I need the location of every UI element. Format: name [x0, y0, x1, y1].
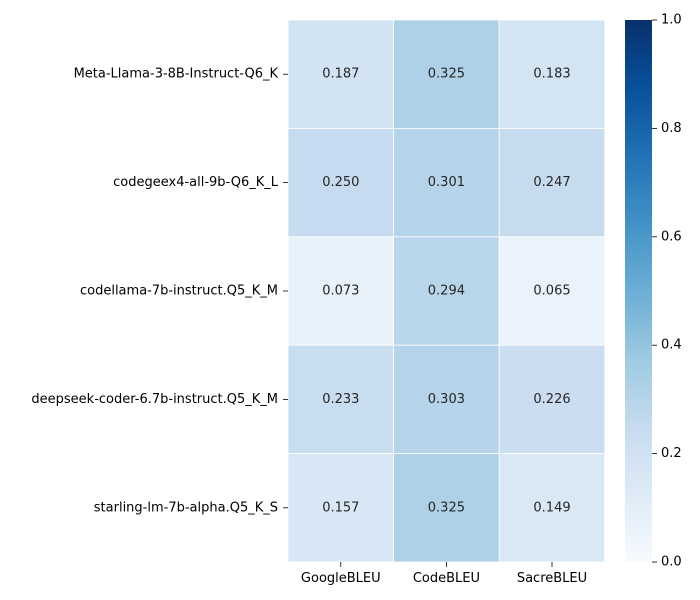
- heatmap-cell: [393, 19, 500, 129]
- heatmap-cell: [287, 19, 394, 129]
- cell-value-label: 0.065: [533, 284, 570, 299]
- y-tick-label: codegeex4-all-9b-Q6_K_L: [113, 175, 279, 190]
- y-tick-label: Meta-Llama-3-8B-Instruct-Q6_K: [74, 67, 279, 82]
- cell-value-label: 0.250: [322, 175, 359, 190]
- heatmap-cell: [393, 453, 500, 563]
- x-tick-label: SacreBLEU: [517, 571, 587, 586]
- y-tick-label: starling-lm-7b-alpha.Q5_K_S: [94, 500, 278, 515]
- heatmap-cell: [393, 127, 500, 238]
- cell-value-label: 0.157: [322, 500, 359, 515]
- y-axis: Meta-Llama-3-8B-Instruct-Q6_K codegeex4-a…: [31, 67, 288, 515]
- heatmap-cell: [287, 344, 394, 455]
- cell-value-label: 0.294: [428, 284, 465, 299]
- colorbar-ticks: 0.0 0.2 0.4 0.6 0.8 1.0: [652, 13, 682, 570]
- cell-value-label: 0.187: [322, 67, 359, 82]
- cell-value-label: 0.325: [428, 500, 465, 515]
- colorbar-tick-label: 0.6: [661, 229, 682, 244]
- heatmap-cell: [498, 127, 606, 238]
- colorbar: 0.0 0.2 0.4 0.6 0.8 1.0: [625, 13, 682, 570]
- heatmap-cell: [393, 236, 500, 346]
- cell-value-label: 0.226: [533, 392, 570, 407]
- cell-value-label: 0.247: [533, 175, 570, 190]
- x-axis: GoogleBLEU CodeBLEU SacreBLEU: [301, 562, 587, 586]
- heatmap-cell: [287, 453, 394, 563]
- y-tick-label: deepseek-coder-6.7b-instruct.Q5_K_M: [31, 392, 278, 407]
- heatmap-cell: [498, 344, 606, 455]
- x-tick-label: GoogleBLEU: [301, 571, 381, 586]
- heatmap-cell: [287, 127, 394, 238]
- heatmap-cell: [498, 453, 606, 563]
- cell-value-label: 0.325: [428, 67, 465, 82]
- colorbar-tick-label: 1.0: [661, 13, 682, 28]
- x-tick-label: CodeBLEU: [413, 571, 480, 586]
- colorbar-tick-label: 0.0: [661, 555, 682, 570]
- heatmap-cell: [498, 19, 606, 129]
- cell-value-label: 0.183: [533, 67, 570, 82]
- colorbar-gradient: [625, 20, 652, 562]
- cell-value-label: 0.149: [533, 500, 570, 515]
- cell-value-label: 0.301: [428, 175, 465, 190]
- cell-value-label: 0.073: [322, 284, 359, 299]
- cell-value-label: 0.233: [322, 392, 359, 407]
- cell-value-label: 0.303: [428, 392, 465, 407]
- heatmap-cell-labels: 0.187 0.325 0.183 0.250 0.301 0.247 0.073 0.294…: [322, 67, 570, 516]
- y-tick-label: codellama-7b-instruct.Q5_K_M: [80, 284, 278, 299]
- colorbar-tick-label: 0.8: [661, 121, 682, 136]
- colorbar-tick-label: 0.4: [661, 338, 682, 353]
- colorbar-tick-label: 0.2: [661, 446, 682, 461]
- heatmap-cells: [287, 19, 606, 563]
